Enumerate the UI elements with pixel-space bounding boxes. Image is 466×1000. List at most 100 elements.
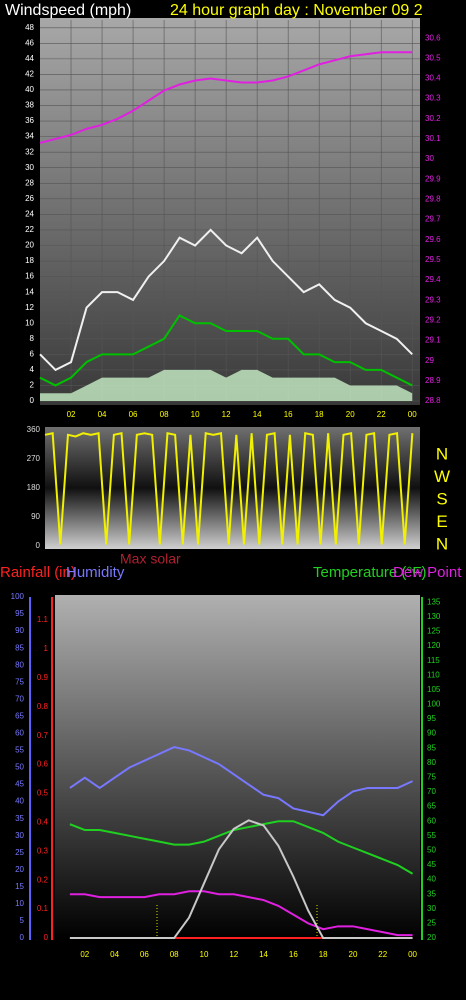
tick-label: 36 bbox=[25, 116, 34, 125]
x-tick-label: 16 bbox=[284, 410, 293, 419]
tick-label: 55 bbox=[427, 831, 436, 840]
tick-label: 0.2 bbox=[37, 875, 49, 884]
tick-label: 0 bbox=[20, 933, 25, 942]
tick-label: 28.8 bbox=[425, 396, 441, 405]
x-tick-label: 10 bbox=[191, 410, 200, 419]
tick-label: 90 bbox=[31, 512, 40, 521]
tick-label: 90 bbox=[15, 626, 24, 635]
tick-label: 360 bbox=[27, 425, 41, 434]
tick-label: 30.4 bbox=[425, 74, 441, 83]
tick-label: 0.4 bbox=[37, 818, 49, 827]
tick-label: 22 bbox=[25, 225, 34, 234]
tick-label: 10 bbox=[15, 899, 24, 908]
tick-label: 30 bbox=[425, 154, 434, 163]
tick-label: 75 bbox=[15, 677, 24, 686]
tick-label: 34 bbox=[25, 132, 34, 141]
tick-label: 125 bbox=[427, 627, 441, 636]
tick-label: 8 bbox=[30, 334, 35, 343]
tick-label: 0 bbox=[30, 396, 35, 405]
tick-label: 110 bbox=[427, 670, 440, 679]
tick-label: 120 bbox=[427, 641, 441, 650]
plot-bg bbox=[40, 18, 420, 405]
x-tick-label: 12 bbox=[222, 410, 231, 419]
line bbox=[69, 890, 413, 937]
tick-label: 42 bbox=[25, 70, 34, 79]
x-tick-label: 22 bbox=[378, 950, 387, 959]
tick-label: 65 bbox=[15, 711, 24, 720]
tick-label: 135 bbox=[427, 597, 441, 606]
legend-dewpoint: Dew Point (°F) bbox=[393, 564, 466, 581]
tick-label: 29.4 bbox=[425, 275, 441, 284]
tick-label: 18 bbox=[25, 256, 34, 265]
tick-label: 48 bbox=[25, 23, 34, 32]
tick-label: 25 bbox=[427, 919, 436, 928]
tick-label: 29.1 bbox=[425, 336, 441, 345]
tick-label: 85 bbox=[15, 643, 24, 652]
plot-bg bbox=[55, 595, 420, 940]
tick-label: 10 bbox=[25, 318, 34, 327]
tick-label: 45 bbox=[15, 780, 24, 789]
line bbox=[44, 432, 414, 545]
tick-label: 45 bbox=[427, 860, 436, 869]
x-tick-label: 10 bbox=[200, 950, 209, 959]
tick-label: 15 bbox=[15, 882, 24, 891]
x-tick-label: 00 bbox=[408, 410, 417, 419]
tick-label: 0.6 bbox=[37, 760, 49, 769]
tick-label: 29.9 bbox=[425, 174, 441, 183]
tick-label: 115 bbox=[427, 656, 440, 665]
tick-label: 30.6 bbox=[425, 33, 441, 42]
tick-label: 100 bbox=[427, 700, 441, 709]
chart-title: 24 hour graph day : November 09 2 bbox=[170, 2, 423, 19]
x-tick-label: 04 bbox=[110, 950, 119, 959]
tick-label: 30.1 bbox=[425, 134, 441, 143]
tick-label: 30.2 bbox=[425, 114, 441, 123]
x-tick-label: 06 bbox=[140, 950, 149, 959]
tick-label: 0.9 bbox=[37, 673, 49, 682]
area bbox=[40, 369, 413, 401]
tick-label: 95 bbox=[15, 609, 24, 618]
x-tick-label: 00 bbox=[408, 950, 417, 959]
tick-label: 180 bbox=[27, 483, 41, 492]
tick-label: 0.5 bbox=[37, 789, 49, 798]
tick-label: 32 bbox=[25, 147, 34, 156]
tick-label: 95 bbox=[427, 714, 436, 723]
tick-label: 0.3 bbox=[37, 846, 49, 855]
line bbox=[69, 745, 413, 817]
tick-label: 29.7 bbox=[425, 215, 441, 224]
line bbox=[39, 314, 413, 387]
tick-label: 105 bbox=[427, 685, 441, 694]
tick-label: 40 bbox=[15, 797, 24, 806]
x-tick-label: 04 bbox=[98, 410, 107, 419]
x-tick-label: 08 bbox=[170, 950, 179, 959]
tick-label: 14 bbox=[25, 287, 34, 296]
x-tick-label: 16 bbox=[289, 950, 298, 959]
tick-label: 270 bbox=[27, 454, 41, 463]
tick-label: 35 bbox=[427, 889, 436, 898]
x-tick-label: 06 bbox=[129, 410, 138, 419]
tick-label: 38 bbox=[25, 101, 34, 110]
tick-label: 70 bbox=[15, 694, 24, 703]
legend-rain: Rainfall (in) bbox=[0, 564, 76, 581]
tick-label: 25 bbox=[15, 848, 24, 857]
compass-label: S bbox=[436, 489, 447, 508]
line bbox=[69, 820, 414, 875]
tick-label: 70 bbox=[427, 787, 436, 796]
legend-temperature: Temperature (°F) bbox=[313, 564, 427, 581]
compass-label: N bbox=[436, 534, 448, 553]
tick-label: 80 bbox=[427, 758, 436, 767]
legend-humidity: Humidity bbox=[66, 564, 125, 581]
solar-label: Max solar bbox=[120, 551, 181, 567]
x-tick-label: 08 bbox=[160, 410, 169, 419]
tick-label: 50 bbox=[427, 846, 436, 855]
x-tick-label: 12 bbox=[229, 950, 238, 959]
tick-label: 20 bbox=[15, 865, 24, 874]
tick-label: 60 bbox=[15, 729, 24, 738]
tick-label: 16 bbox=[25, 272, 34, 281]
line bbox=[39, 228, 413, 372]
compass-label: W bbox=[434, 467, 450, 486]
tick-label: 80 bbox=[15, 660, 24, 669]
x-tick-label: 14 bbox=[253, 410, 262, 419]
y-label: Windspeed (mph) bbox=[5, 2, 131, 19]
tick-label: 1 bbox=[44, 644, 49, 653]
